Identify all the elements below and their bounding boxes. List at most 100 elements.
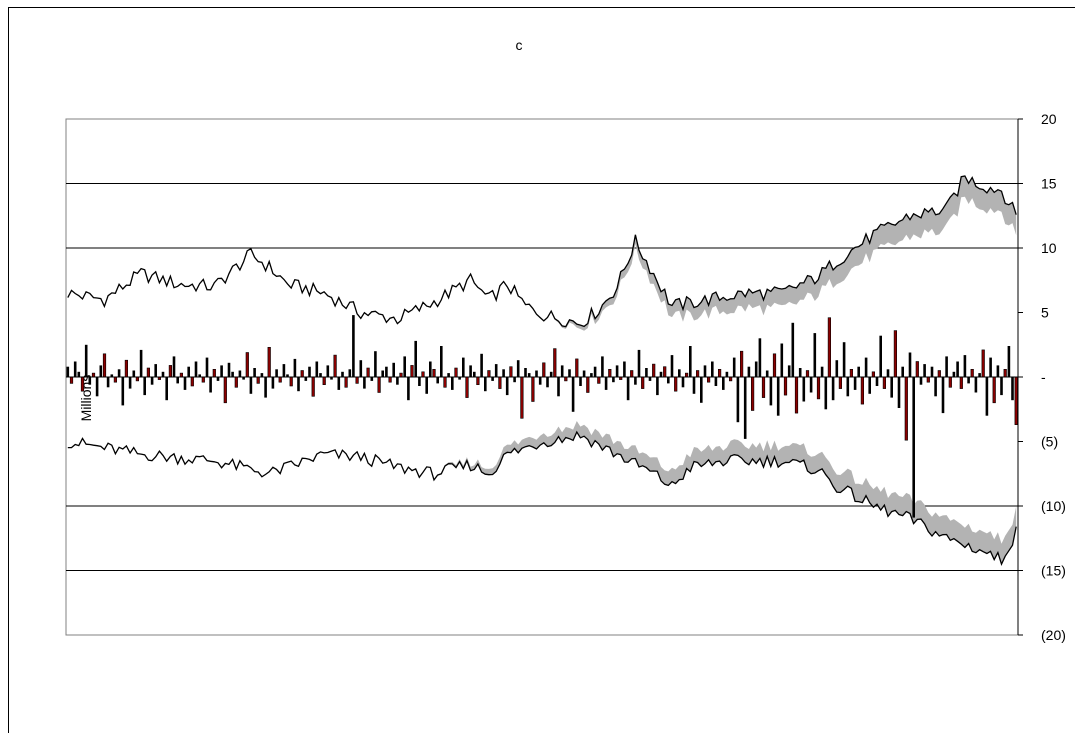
bar	[553, 348, 557, 378]
bar	[597, 376, 601, 384]
bar	[183, 377, 187, 390]
bar	[465, 376, 469, 398]
bar	[154, 364, 157, 377]
bar	[425, 377, 428, 394]
bar	[267, 346, 271, 378]
bar	[212, 368, 216, 378]
bar	[1000, 377, 1003, 396]
bar	[245, 352, 249, 378]
bar	[732, 357, 736, 377]
bar	[341, 371, 344, 377]
bar	[300, 370, 304, 378]
bar	[121, 377, 125, 406]
bar	[586, 376, 590, 393]
bar	[216, 377, 220, 381]
bar	[857, 366, 860, 377]
bar	[776, 377, 780, 416]
y-tick-label: (5)	[1041, 434, 1058, 450]
bar	[893, 330, 897, 378]
bar	[527, 373, 531, 377]
upper-series-line	[67, 175, 1017, 328]
bar	[711, 361, 714, 377]
bar	[333, 354, 337, 378]
bar	[714, 377, 718, 386]
bar	[831, 377, 835, 401]
bar	[798, 368, 802, 377]
bar	[99, 365, 103, 377]
bar	[813, 333, 817, 377]
bar	[626, 377, 630, 401]
bar	[703, 365, 707, 377]
bar	[926, 376, 930, 383]
bar	[278, 376, 282, 383]
y-tick-label: 20	[1041, 111, 1057, 127]
bar	[337, 377, 341, 390]
bar	[407, 377, 410, 401]
bar	[494, 364, 498, 377]
bar	[604, 377, 608, 390]
bar	[322, 376, 326, 385]
bar	[165, 377, 168, 401]
bar	[348, 369, 352, 377]
bar	[209, 377, 212, 393]
bar	[722, 377, 725, 390]
bar	[794, 376, 799, 414]
bar	[648, 377, 652, 381]
bar	[879, 335, 882, 377]
bar	[728, 376, 733, 382]
bar	[809, 377, 813, 393]
bar	[421, 371, 425, 378]
bar	[535, 370, 538, 377]
bar	[667, 377, 670, 384]
y-tick-label: -	[1041, 369, 1046, 385]
bar	[582, 370, 586, 377]
bar	[102, 353, 107, 378]
bar	[725, 371, 729, 377]
bar	[754, 361, 758, 377]
bar	[571, 377, 575, 412]
bar	[429, 361, 432, 377]
bar	[601, 356, 604, 377]
bar	[802, 377, 806, 402]
upper-band	[67, 176, 1017, 331]
bar	[381, 370, 384, 377]
y-axis: 20 15 10 5 - (5) (10) (15) (20)	[1017, 111, 1066, 643]
bar	[436, 377, 439, 384]
bar	[890, 377, 893, 398]
bar	[623, 361, 626, 377]
bar	[282, 364, 286, 377]
bar	[462, 357, 465, 377]
bar	[205, 357, 209, 377]
bar	[498, 376, 502, 389]
bar	[816, 376, 821, 400]
bar	[458, 377, 461, 380]
bar	[967, 377, 970, 384]
bar	[513, 377, 516, 383]
bar	[542, 362, 546, 378]
bar	[447, 373, 450, 377]
bar	[717, 368, 722, 378]
bar	[227, 362, 231, 377]
bar	[593, 366, 597, 377]
bar	[805, 370, 810, 378]
bar	[849, 368, 853, 378]
bar	[231, 371, 234, 377]
bar	[370, 377, 374, 381]
bar	[853, 377, 857, 390]
bar	[95, 377, 99, 397]
bar	[761, 376, 766, 398]
bar	[271, 377, 275, 389]
bar	[689, 346, 692, 377]
bar	[150, 377, 154, 385]
bar	[293, 358, 297, 377]
bar	[575, 358, 579, 378]
bar	[608, 368, 612, 378]
bar	[941, 377, 945, 414]
bar	[652, 363, 656, 378]
bar	[432, 368, 436, 378]
bar	[787, 365, 791, 377]
bar	[956, 361, 959, 377]
bar	[871, 371, 875, 378]
bar	[970, 368, 974, 378]
